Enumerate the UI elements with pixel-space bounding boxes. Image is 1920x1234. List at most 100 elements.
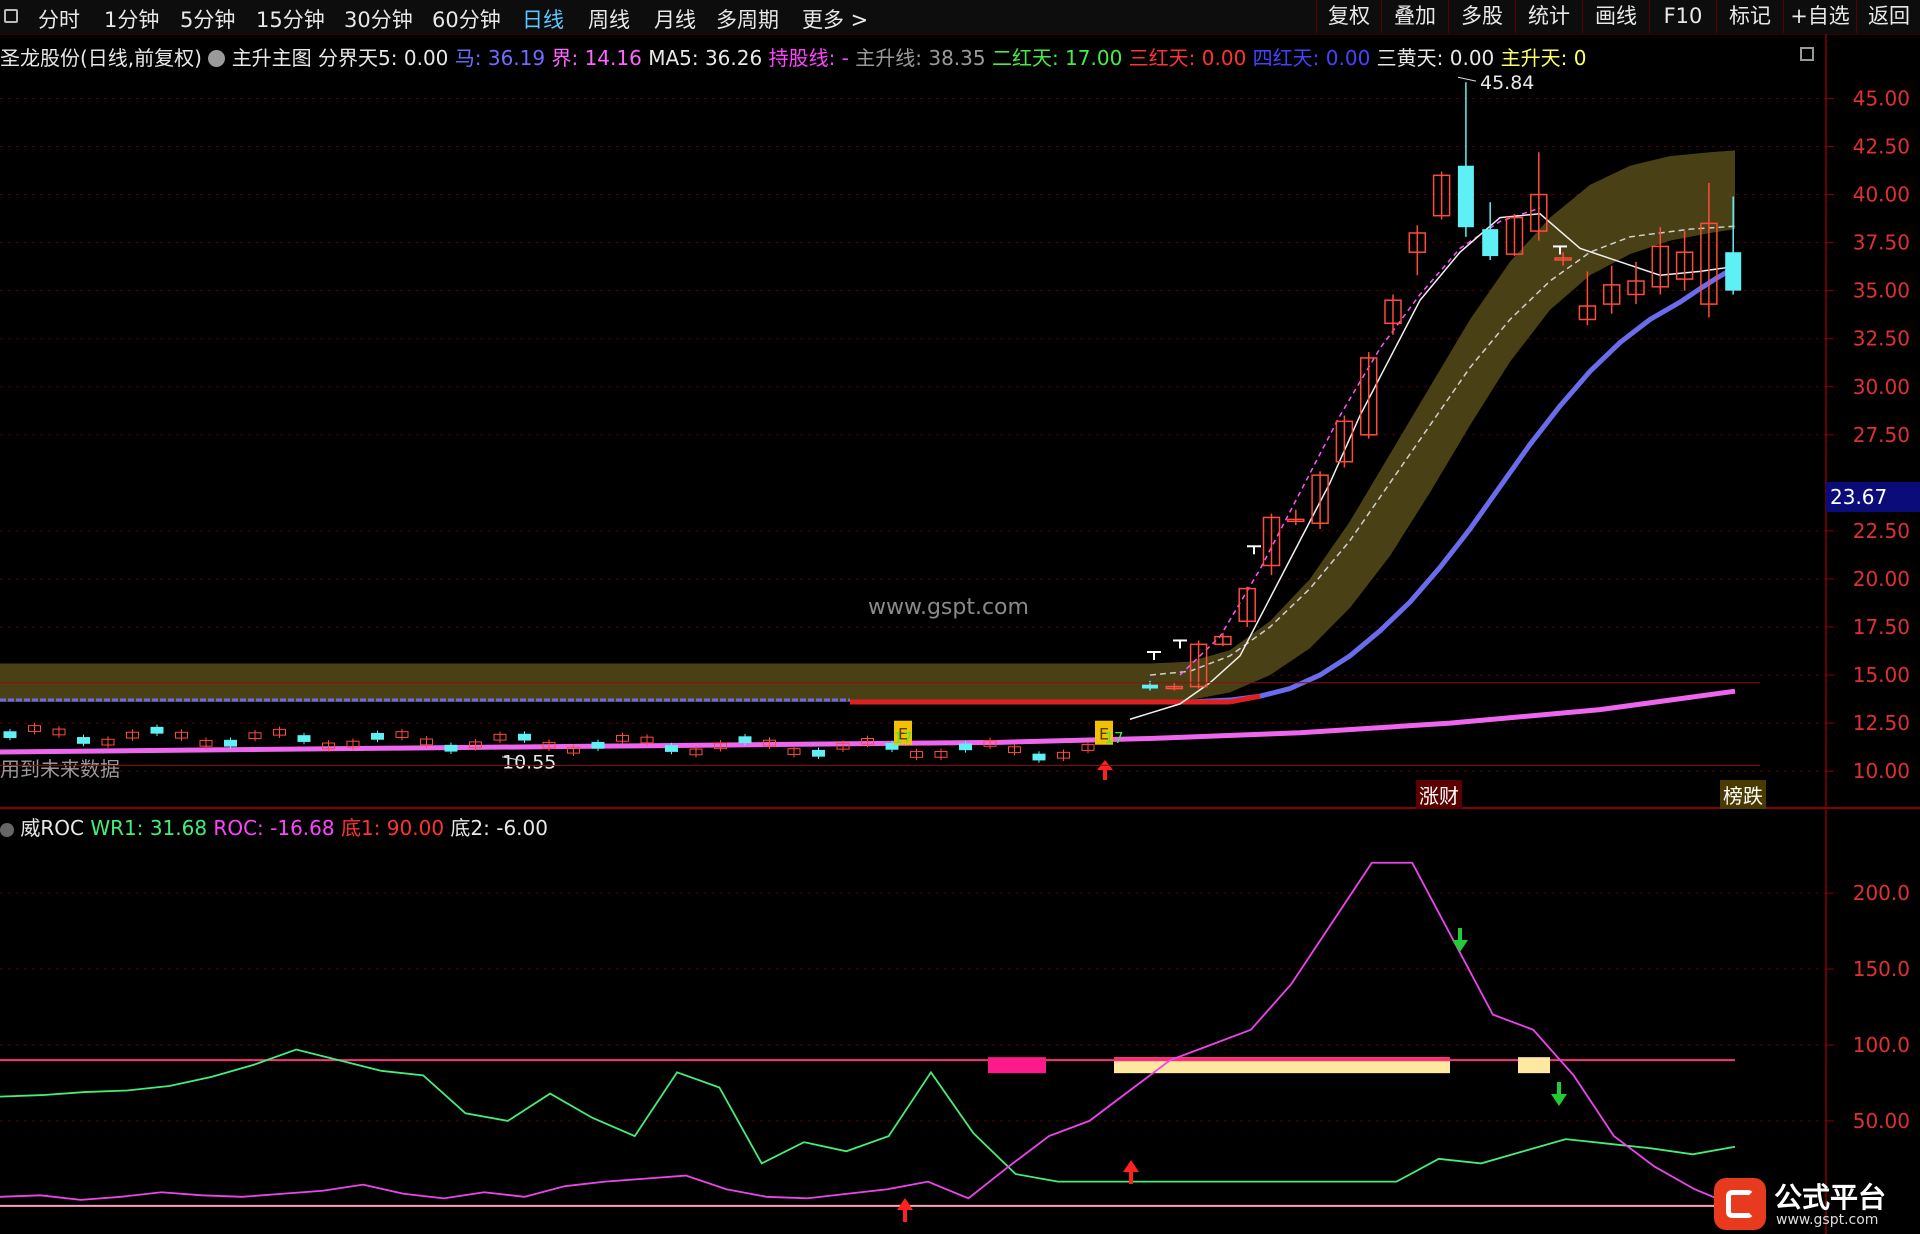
tab-monthly[interactable]: 月线 — [654, 8, 696, 32]
tab-daily[interactable]: 日线 — [522, 8, 564, 32]
flat-candle — [1057, 751, 1070, 759]
zhangcai-badge[interactable]: 涨财 — [1416, 780, 1462, 809]
candle-body-up — [1189, 643, 1208, 688]
candle-body-up — [1359, 357, 1378, 436]
price-tick-label: 45.00 — [1853, 86, 1910, 110]
price-tick-label: 17.50 — [1853, 615, 1910, 639]
candle-body-up — [1578, 305, 1597, 321]
flat-candle — [640, 736, 654, 744]
sub-sell-arrow-2 — [1551, 1082, 1567, 1106]
sub-toggle-icon[interactable] — [0, 823, 14, 837]
candle-body-up — [1627, 280, 1645, 296]
candle-body-up — [1505, 216, 1524, 255]
tab-weekly[interactable]: 周线 — [588, 8, 630, 32]
candle-body-up — [1530, 193, 1548, 232]
candle-body-up — [1675, 251, 1694, 280]
add-watchlist-button[interactable]: +自选 — [1783, 0, 1856, 33]
tab-15min[interactable]: 15分钟 — [256, 8, 325, 32]
low-price-label: 10.55 — [502, 752, 556, 774]
back-button[interactable]: 返回 — [1856, 0, 1920, 33]
signal-bar-yellow-top — [1114, 1057, 1450, 1062]
ma5-line — [1129, 212, 1736, 720]
draw-line-button[interactable]: 画线 — [1582, 0, 1649, 33]
sub-info-item-2: 底1: 90.00 — [334, 816, 445, 840]
price-tick-label: 12.50 — [1853, 711, 1910, 735]
f10-button[interactable]: F10 — [1649, 0, 1716, 33]
watermark-text: www.gspt.com — [868, 595, 1029, 620]
sub-sell-arrow-1 — [1452, 928, 1468, 952]
price-tick-label: 37.50 — [1853, 231, 1910, 255]
flat-candle — [346, 740, 360, 748]
statistics-button[interactable]: 统计 — [1515, 0, 1582, 33]
main-info-item-5: 主升线: 38.35 — [848, 46, 986, 70]
flat-candle — [763, 739, 776, 747]
flat-candle — [934, 750, 948, 758]
indicator-toggle-icon[interactable] — [208, 50, 226, 67]
flat-candle — [542, 741, 556, 749]
flat-candle — [493, 733, 507, 741]
flat-candle — [983, 740, 997, 747]
menu-icon[interactable] — [4, 9, 18, 23]
flat-candle — [616, 734, 629, 742]
tab-60min[interactable]: 60分钟 — [432, 8, 501, 32]
sub-indicator-name[interactable]: 威ROC — [20, 816, 84, 840]
flat-candle — [665, 745, 678, 752]
price-tick-label: 40.00 — [1853, 183, 1910, 207]
axes: 45.00 42.50 40.00 37.50 35.00 32.50 30.00 27.50… — [0, 34, 1920, 1234]
flat-candle — [812, 749, 825, 757]
flat-candle — [126, 731, 139, 739]
sub-tick-label: 200.0 — [1853, 881, 1910, 905]
mark-button[interactable]: 标记 — [1716, 0, 1783, 33]
price-tick-label: 30.00 — [1853, 375, 1910, 399]
tab-fenshi[interactable]: 分时 — [38, 8, 80, 32]
price-tick-label: 10.00 — [1853, 759, 1910, 783]
flat-candle — [689, 748, 703, 756]
sub-info-item-0: WR1: 31.68 — [90, 816, 208, 840]
signal-e-marker — [894, 720, 912, 745]
sub-tick-label: 150.0 — [1853, 957, 1910, 981]
flat-candle — [836, 742, 850, 750]
low-pointer — [501, 756, 523, 762]
candle-body-up — [1262, 516, 1281, 567]
flat-candle — [959, 743, 972, 751]
hold-line — [1179, 207, 1541, 676]
bangdie-badge[interactable]: 榜跌 — [1720, 780, 1766, 809]
price-tick-label: 35.00 — [1853, 279, 1910, 303]
flat-candle — [175, 731, 188, 739]
expand-icon[interactable] — [1800, 47, 1814, 61]
signal-e-text: E — [898, 725, 908, 744]
flat-candle — [518, 733, 531, 741]
flat-candle — [28, 725, 41, 732]
price-tick-label: 20.00 — [1853, 567, 1910, 591]
fuquan-button[interactable]: 复权 — [1316, 0, 1381, 33]
multi-stock-button[interactable]: 多股 — [1448, 0, 1515, 33]
candle-body-up — [1384, 299, 1402, 325]
flat-candle — [297, 735, 311, 742]
tab-30min[interactable]: 30分钟 — [344, 8, 413, 32]
sub-info-item-1: ROC: -16.68 — [207, 816, 335, 840]
main-indicator-name[interactable]: 主升主图 — [231, 46, 312, 70]
overlay-button[interactable]: 叠加 — [1381, 0, 1448, 33]
sub-lines — [0, 861, 1736, 1222]
candle-body-up — [1554, 257, 1572, 261]
tab-multi-period[interactable]: 多周期 — [716, 8, 779, 32]
tab-1min[interactable]: 1分钟 — [104, 8, 160, 32]
candle-body-up — [1700, 222, 1718, 305]
main-info-line: 圣龙股份(日线,前复权) 主升主图 分界天5: 0.00 马: 36.19 界:… — [0, 42, 1586, 71]
flat-candle — [224, 739, 237, 747]
flat-candle — [77, 737, 90, 744]
sub-tick-label: 50.00 — [1853, 1109, 1910, 1133]
tab-5min[interactable]: 5分钟 — [180, 8, 236, 32]
flat-candle — [199, 739, 213, 747]
buy-arrow-icon — [1097, 760, 1113, 780]
tab-more[interactable]: 更多 > — [802, 8, 869, 32]
flat-candle — [322, 742, 335, 750]
price-tick-label: 22.50 — [1853, 519, 1910, 543]
main-info-item-8: 四红天: 0.00 — [1246, 46, 1371, 70]
flat-candle — [444, 744, 458, 752]
period-toolbar: 分时 1分钟 5分钟 15分钟 30分钟 60分钟 日线 周线 月线 多周期 更… — [0, 0, 1920, 35]
signal-count-2: 17 — [1104, 729, 1123, 747]
main-info-item-0: 分界天5: 0.00 — [318, 46, 449, 70]
signal-bar-yellow-2 — [1518, 1057, 1550, 1074]
